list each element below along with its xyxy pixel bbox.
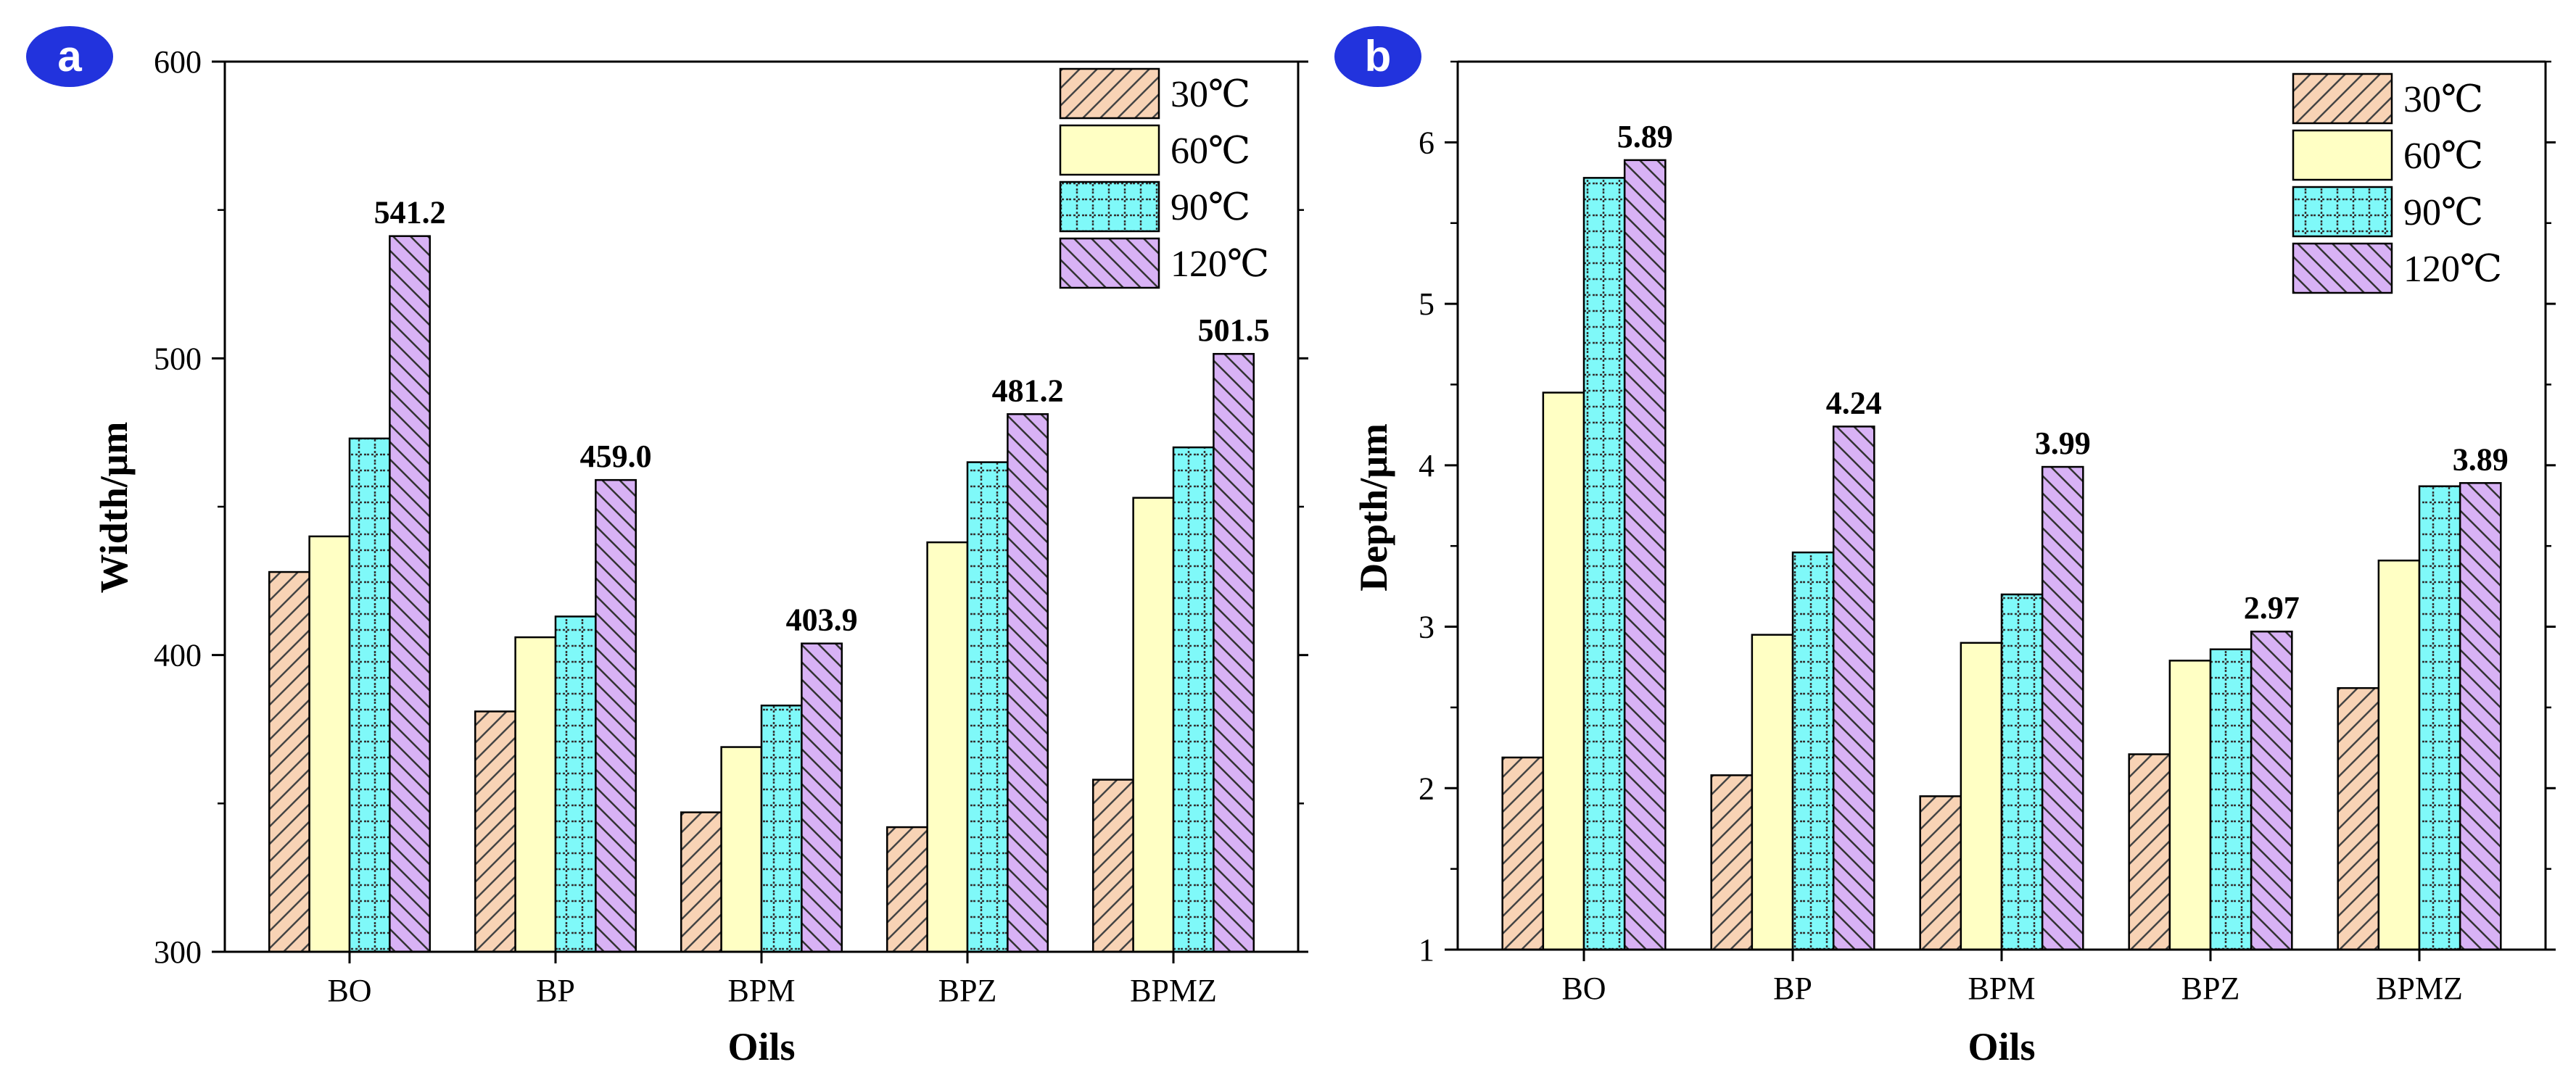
y-axis-title: Depth/μm (1352, 423, 1395, 592)
bar-bo-s1 (1501, 756, 1545, 951)
data-label: 541.2 (374, 195, 446, 231)
bar-bpz-s1 (886, 826, 928, 953)
x-tick-label: BO (327, 973, 371, 1008)
bar-bpm-s1 (1919, 795, 1962, 951)
panel-badge (1334, 26, 1421, 87)
bar-bpm-s4 (801, 642, 843, 953)
bar-bp-s4 (595, 478, 637, 953)
x-tick-label: BO (1561, 971, 1606, 1006)
bar-bpz-s1 (2128, 753, 2171, 951)
bar-bpm-s4 (2041, 465, 2084, 951)
data-label: 459.0 (580, 439, 652, 474)
legend-label: 30℃ (1171, 74, 1250, 115)
panel-b: b 5.89 BO 4.24 BP 3.99 BPM 2.97 BPZ 3.89 BPMZ 1 2 3 4 5… (1334, 26, 2556, 1069)
data-label: 403.9 (786, 602, 858, 638)
legend-label: 30℃ (2403, 79, 2483, 120)
x-axis-title: Oils (1968, 1025, 2035, 1069)
y-tick-label: 500 (154, 341, 202, 376)
bar-bpmz-s3 (2418, 485, 2461, 951)
x-tick-label: BPM (728, 973, 796, 1008)
y-tick-label: 400 (154, 638, 202, 673)
bar-bo-s3 (1582, 177, 1626, 951)
panel-badge (26, 26, 113, 87)
bar-bp-s3 (554, 615, 597, 953)
y-tick-label: 600 (154, 44, 202, 80)
data-label: 501.5 (1198, 312, 1270, 348)
bar-bpz-s2 (926, 541, 969, 953)
bar-bpmz-s2 (2377, 559, 2421, 951)
y-tick-label: 1 (1419, 932, 1434, 968)
bar-bpz-s2 (2168, 660, 2212, 951)
bar-bpmz-s3 (1172, 446, 1215, 953)
x-axis-title: Oils (727, 1025, 795, 1069)
legend-label: 120℃ (1171, 244, 1269, 285)
data-label: 4.24 (1826, 385, 1882, 420)
bar-bpmz-s4 (2459, 482, 2502, 951)
legend-label: 60℃ (2403, 136, 2483, 177)
y-tick-label: 300 (154, 934, 202, 970)
y-tick-label: 4 (1419, 448, 1434, 484)
y-tick-label: 2 (1419, 771, 1434, 806)
legend-swatch (1059, 124, 1160, 176)
bar-bo-s4 (389, 235, 432, 953)
bar-bpm-s3 (2000, 593, 2044, 951)
bar-bp-s4 (1832, 426, 1875, 951)
bar-bo-s4 (1623, 159, 1667, 951)
bar-bpz-s4 (1007, 413, 1049, 953)
y-tick-label: 6 (1419, 125, 1434, 160)
bar-bpmz-s2 (1132, 497, 1175, 953)
x-tick-label: BP (536, 973, 575, 1008)
legend-swatch (2292, 129, 2393, 181)
y-tick-label: 5 (1419, 286, 1434, 322)
bar-bpm-s1 (680, 811, 722, 953)
data-label: 3.89 (2453, 441, 2509, 477)
bar-bpz-s3 (966, 461, 1009, 953)
bar-bpmz-s1 (2337, 686, 2380, 951)
y-axis-title: Width/μm (92, 422, 136, 594)
legend-swatch (1059, 67, 1160, 120)
x-tick-label: BPM (1968, 971, 2036, 1006)
bar-bpm-s3 (760, 705, 803, 953)
x-tick-label: BP (1773, 971, 1812, 1006)
bar-bp-s1 (474, 710, 516, 953)
legend-swatch (2292, 186, 2393, 238)
data-label: 3.99 (2035, 426, 2091, 461)
legend-label: 90℃ (1171, 187, 1250, 228)
bar-bo-s3 (348, 437, 391, 953)
bar-bo-s2 (308, 535, 351, 953)
y-tick-label: 3 (1419, 610, 1434, 645)
bar-bpm-s2 (1960, 642, 2003, 951)
data-label: 481.2 (992, 373, 1064, 408)
bar-bpz-s4 (2250, 630, 2293, 951)
legend-swatch (1059, 237, 1160, 289)
legend-label: 90℃ (2403, 192, 2483, 233)
panel-a: a 541.2 BO 459.0 BP 403.9 BPM 481.2 BPZ 501.5 BPMZ… (26, 26, 1308, 1069)
legend-swatch (2292, 72, 2393, 125)
bar-bpmz-s1 (1091, 779, 1134, 953)
bar-bpz-s3 (2209, 648, 2253, 951)
data-label: 2.97 (2244, 590, 2300, 626)
x-tick-label: BPZ (2181, 971, 2240, 1006)
bar-bo-s1 (268, 570, 310, 953)
legend-label: 60℃ (1171, 130, 1250, 172)
bar-bp-s3 (1791, 551, 1835, 951)
panel-label: b (1365, 32, 1392, 80)
legend-swatch (2292, 242, 2393, 294)
legend-label: 120℃ (2403, 249, 2502, 290)
panel-label: a (57, 32, 82, 80)
x-tick-label: BPZ (938, 973, 997, 1008)
bar-bp-s1 (1710, 774, 1754, 951)
bar-bo-s2 (1542, 391, 1585, 951)
x-tick-label: BPMZ (2376, 971, 2463, 1006)
data-label: 5.89 (1617, 119, 1673, 154)
x-tick-label: BPMZ (1130, 973, 1217, 1008)
legend-swatch (1059, 180, 1160, 233)
bar-bpm-s2 (720, 746, 763, 953)
bar-bp-s2 (514, 636, 557, 953)
bar-bpmz-s4 (1213, 352, 1255, 953)
bar-bp-s2 (1751, 634, 1794, 951)
